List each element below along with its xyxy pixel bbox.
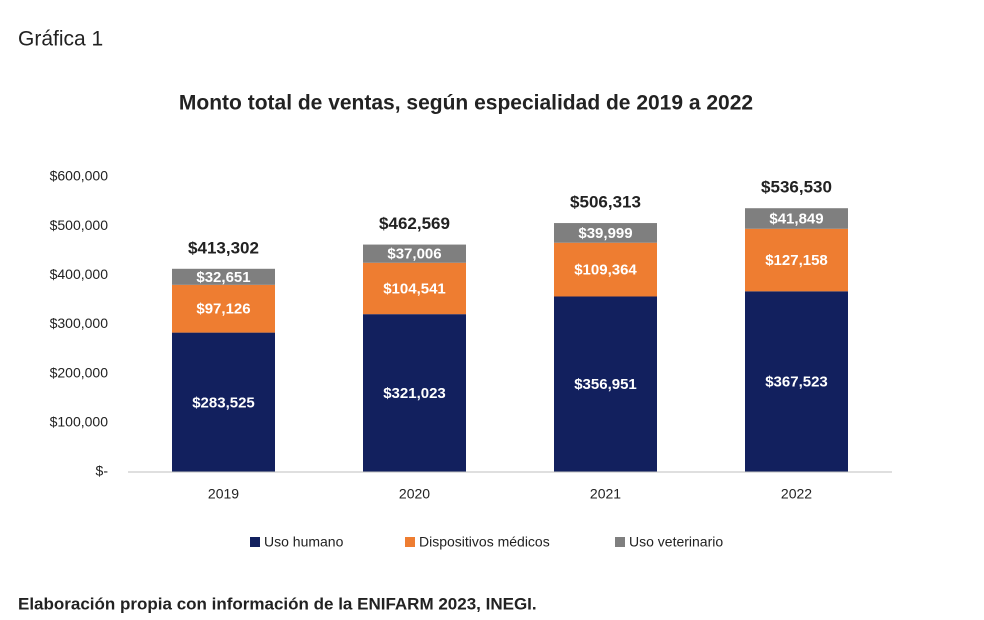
- bar-segment: [172, 268, 275, 285]
- bar-segment: [745, 208, 848, 229]
- x-tick-label: 2022: [781, 486, 812, 502]
- data-label: $39,999: [578, 225, 632, 242]
- bar-segment: [554, 296, 657, 472]
- figure-label: Gráfica 1: [18, 28, 103, 51]
- chart-title: Monto total de ventas, según especialida…: [179, 92, 753, 115]
- data-label: $37,006: [387, 246, 441, 263]
- data-label: $356,951: [574, 376, 637, 393]
- bar-segment: [554, 223, 657, 243]
- data-label: $97,126: [196, 301, 250, 318]
- legend-swatch: [250, 537, 260, 547]
- bar-segment: [363, 244, 466, 263]
- data-label: $321,023: [383, 385, 446, 402]
- bar-segment: [554, 242, 657, 297]
- total-label: $536,530: [761, 178, 832, 197]
- bar-segment: [363, 314, 466, 472]
- data-label: $41,849: [769, 210, 823, 227]
- bar-segment: [172, 332, 275, 472]
- legend-label: Dispositivos médicos: [419, 534, 550, 550]
- bar-segment: [172, 284, 275, 333]
- data-label: $367,523: [765, 374, 828, 391]
- y-tick-label: $100,000: [50, 414, 109, 430]
- data-label: $109,364: [574, 262, 637, 279]
- bar-segment: [745, 228, 848, 292]
- bar-segment: [745, 291, 848, 472]
- legend-label: Uso humano: [264, 534, 344, 550]
- y-tick-label: $500,000: [50, 217, 109, 233]
- x-tick-label: 2019: [208, 486, 239, 502]
- x-tick-label: 2020: [399, 486, 430, 502]
- data-label: $104,541: [383, 280, 446, 297]
- data-label: $32,651: [196, 269, 250, 286]
- total-label: $413,302: [188, 238, 259, 257]
- total-label: $506,313: [570, 193, 641, 212]
- data-label: $283,525: [192, 394, 255, 411]
- y-tick-label: $-: [96, 463, 109, 479]
- source-note: Elaboración propia con información de la…: [18, 594, 537, 613]
- y-tick-label: $200,000: [50, 364, 109, 380]
- total-label: $462,569: [379, 214, 450, 233]
- legend-label: Uso veterinario: [629, 534, 723, 550]
- y-tick-label: $300,000: [50, 315, 109, 331]
- legend-swatch: [615, 537, 625, 547]
- y-tick-label: $400,000: [50, 266, 109, 282]
- data-label: $127,158: [765, 252, 828, 269]
- legend-swatch: [405, 537, 415, 547]
- y-tick-label: $600,000: [50, 168, 109, 184]
- bar-segment: [363, 262, 466, 315]
- x-tick-label: 2021: [590, 486, 621, 502]
